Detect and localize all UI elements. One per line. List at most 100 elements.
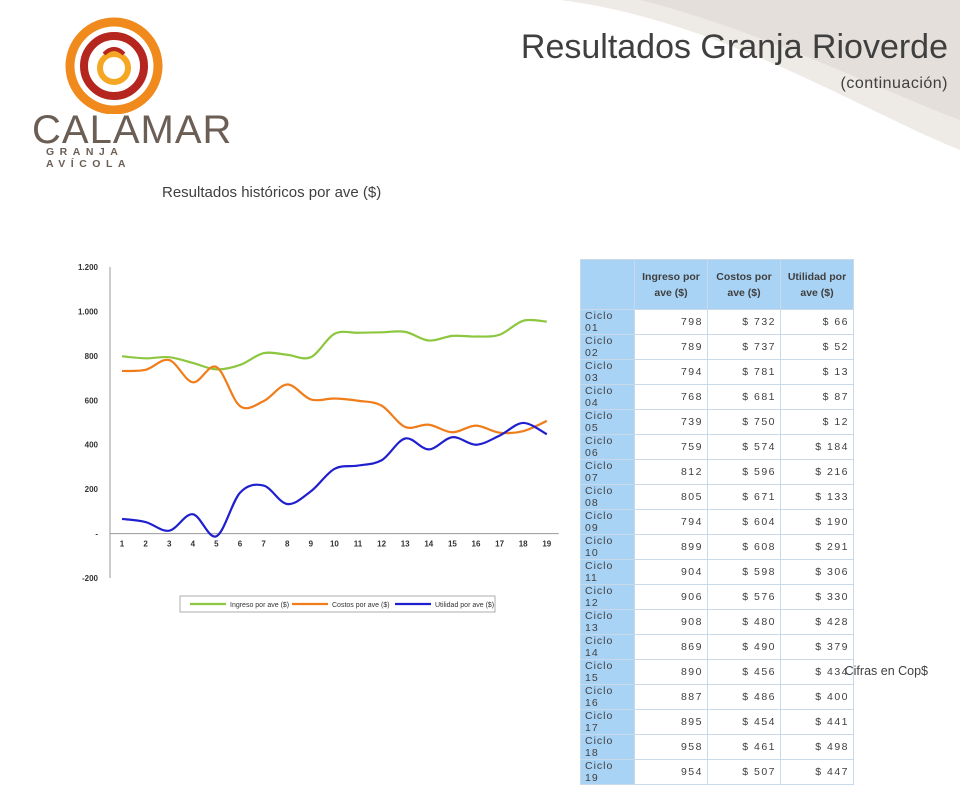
table-row: Ciclo 07 812 $ 596 $ 216 — [580, 459, 854, 485]
table-cell: $ 461 — [707, 734, 781, 760]
x-tick-label: 15 — [448, 540, 457, 549]
x-tick-label: 17 — [495, 540, 504, 549]
y-tick-label: 200 — [85, 485, 99, 494]
cycle-label: Ciclo 01 — [580, 309, 635, 335]
table-cell: $ 400 — [780, 684, 854, 710]
x-tick-label: 19 — [542, 540, 551, 549]
y-tick-label: 1.000 — [78, 307, 99, 316]
table-cell: 794 — [634, 359, 708, 385]
table-cell: $ 598 — [707, 559, 781, 585]
table-cell: 812 — [634, 459, 708, 485]
x-tick-label: 18 — [519, 540, 528, 549]
cycle-label: Ciclo 05 — [580, 409, 635, 435]
x-tick-label: 12 — [377, 540, 386, 549]
table-cell: $ 330 — [780, 584, 854, 610]
y-tick-label: - — [95, 530, 98, 539]
cycle-label: Ciclo 13 — [580, 609, 635, 635]
table-row: Ciclo 04 768 $ 681 $ 87 — [580, 384, 854, 410]
table-cell: 954 — [634, 759, 708, 785]
table-cell: $ 576 — [707, 584, 781, 610]
table-cell: 805 — [634, 484, 708, 510]
table-cell: $ 434 — [780, 659, 854, 685]
table-cell: $ 574 — [707, 434, 781, 460]
cycle-label: Ciclo 15 — [580, 659, 635, 685]
utilidad-series-line — [121, 421, 548, 538]
table-cell: $ 52 — [780, 334, 854, 360]
cycle-label: Ciclo 14 — [580, 634, 635, 660]
table-cell: $ 428 — [780, 609, 854, 635]
table-cell: 895 — [634, 709, 708, 735]
logo-emblem-icon — [65, 17, 163, 114]
ingreso-series-line — [121, 318, 547, 371]
x-tick-label: 5 — [214, 540, 219, 549]
table-cell: $ 732 — [707, 309, 781, 335]
table-row: Ciclo 11 904 $ 598 $ 306 — [580, 559, 854, 585]
table-cell: $ 750 — [707, 409, 781, 435]
currency-note: Cifras en Cop$ — [844, 664, 928, 678]
table-cell: $ 184 — [780, 434, 854, 460]
page-title: Resultados Granja Rioverde — [520, 28, 948, 66]
table-row: Ciclo 03 794 $ 781 $ 13 — [580, 359, 854, 385]
background-swoosh — [560, 0, 960, 150]
chart-legend — [179, 595, 496, 613]
x-tick-label: 3 — [167, 540, 172, 549]
table-row: Ciclo 14 869 $ 490 $ 379 — [580, 634, 854, 660]
x-tick-label: 11 — [354, 540, 363, 549]
table-cell: 759 — [634, 434, 708, 460]
table-cell: $ 596 — [707, 459, 781, 485]
cycle-label: Ciclo 02 — [580, 334, 635, 360]
table-cell: $ 737 — [707, 334, 781, 360]
table-cell: $ 441 — [780, 709, 854, 735]
legend-label: Utilidad por ave ($) — [435, 602, 494, 609]
table-cell: 904 — [634, 559, 708, 585]
table-cell: 739 — [634, 409, 708, 435]
table-cell: $ 454 — [707, 709, 781, 735]
y-tick-label: 400 — [85, 441, 99, 450]
x-tick-label: 2 — [143, 540, 148, 549]
cycle-label: Ciclo 10 — [580, 534, 635, 560]
table-row: Ciclo 18 958 $ 461 $ 498 — [580, 734, 854, 760]
cycle-label: Ciclo 18 — [580, 734, 635, 760]
x-tick-label: 8 — [285, 540, 290, 549]
table-row: Ciclo 05 739 $ 750 $ 12 — [580, 409, 854, 435]
x-tick-label: 16 — [472, 540, 481, 549]
cycle-label: Ciclo 07 — [580, 459, 635, 485]
table-row: Ciclo 09 794 $ 604 $ 190 — [580, 509, 854, 535]
table-row: Ciclo 10 899 $ 608 $ 291 — [580, 534, 854, 560]
table-header-cell: Costos por ave ($) — [707, 259, 781, 310]
table-cell: $ 133 — [780, 484, 854, 510]
table-row: Ciclo 15 890 $ 456 $ 434 — [580, 659, 854, 685]
table-row: Ciclo 13 908 $ 480 $ 428 — [580, 609, 854, 635]
table-cell: $ 87 — [780, 384, 854, 410]
table-row: Ciclo 01 798 $ 732 $ 66 — [580, 309, 854, 335]
table-cell: 789 — [634, 334, 708, 360]
chart-title: Resultados históricos por ave ($) — [162, 184, 382, 201]
table-cell: 768 — [634, 384, 708, 410]
table-cell: 798 — [634, 309, 708, 335]
x-tick-label: 14 — [424, 540, 433, 549]
table-header-cell: Ingreso por ave ($) — [634, 259, 708, 310]
y-tick-label: 600 — [85, 396, 99, 405]
table-cell: 794 — [634, 509, 708, 535]
table-cell: $ 12 — [780, 409, 854, 435]
table-row: Ciclo 06 759 $ 574 $ 184 — [580, 434, 854, 460]
page-subtitle: (continuación) — [840, 75, 948, 92]
cycle-label: Ciclo 03 — [580, 359, 635, 385]
table-cell: $ 608 — [707, 534, 781, 560]
table-header-cell: Utilidad por ave ($) — [780, 259, 854, 310]
table-cell: 906 — [634, 584, 708, 610]
cycle-label: Ciclo 08 — [580, 484, 635, 510]
cycle-label: Ciclo 11 — [580, 559, 635, 585]
table-cell: 958 — [634, 734, 708, 760]
table-cell: $ 66 — [780, 309, 854, 335]
cycle-label: Ciclo 12 — [580, 584, 635, 610]
table-row: Ciclo 08 805 $ 671 $ 133 — [580, 484, 854, 510]
table-cell: $ 671 — [707, 484, 781, 510]
cycle-label: Ciclo 17 — [580, 709, 635, 735]
table-cell: $ 13 — [780, 359, 854, 385]
costos-series-line — [121, 358, 548, 435]
y-tick-label: -200 — [82, 574, 99, 583]
calamar-logo: CALAMAR GRANJA AVÍCOLA — [22, 14, 231, 170]
table-cell: 869 — [634, 634, 708, 660]
